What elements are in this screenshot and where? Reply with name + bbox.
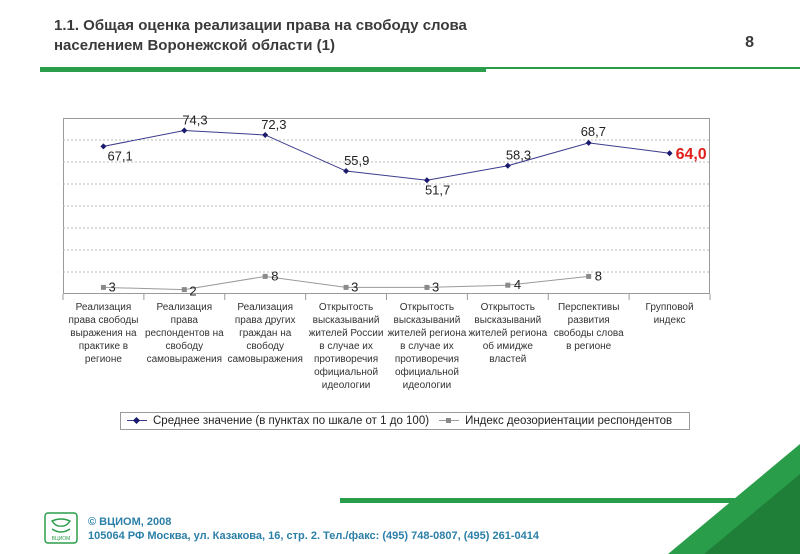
legend-label-index: Индекс деозориентации респондентов [465, 415, 673, 427]
data-label-mean: 58,3 [506, 148, 531, 163]
footer-info: © ВЦИОМ, 2008 105064 РФ Москва, ул. Каза… [88, 515, 539, 543]
legend-item-index: Индекс деозориентации респондентов [439, 415, 672, 427]
footer-copyright: © ВЦИОМ, 2008 [88, 516, 172, 528]
data-label-mean: 68,7 [581, 124, 606, 139]
data-point-mean [504, 162, 511, 169]
header-divider-thin [486, 67, 800, 69]
corner-decoration [668, 444, 800, 554]
legend-swatch-index [439, 416, 460, 426]
data-label-index: 8 [595, 268, 602, 283]
data-label-index: 3 [432, 279, 439, 294]
category-label: Открытость высказываний жителей региона в с… [388, 302, 467, 391]
data-point-mean [100, 143, 107, 150]
footer-address: 105064 РФ Москва, ул. Казакова, 16, стр.… [88, 530, 539, 542]
data-label-mean: 55,9 [344, 153, 369, 168]
vciom-logo: ВЦИОМ [44, 512, 78, 544]
slide-number: 8 [745, 34, 754, 51]
data-point-mean [585, 139, 592, 146]
chart-legend: Среднее значение (в пунктах по шкале от … [120, 412, 690, 430]
data-point-index [586, 273, 592, 279]
category-label: Открытость высказываний жителей России в сл… [309, 302, 384, 391]
data-point-index [100, 284, 106, 290]
data-label-mean: 67,1 [107, 148, 132, 163]
data-point-mean [181, 127, 188, 134]
data-point-mean [262, 131, 269, 138]
data-label-index: 4 [514, 277, 521, 292]
category-label: Реализация права респондентов на свободу сам… [145, 302, 224, 365]
data-label-mean: 74,3 [182, 113, 207, 128]
data-point-mean [423, 177, 430, 184]
data-label-index: 3 [351, 279, 358, 294]
title-line-1: 1.1. Общая оценка реализации права на св… [54, 17, 467, 34]
header-divider-thick [40, 67, 486, 72]
data-label-index: 3 [108, 279, 115, 294]
series-line-mean [103, 130, 670, 181]
data-point-index [181, 287, 187, 293]
data-label-index: 2 [189, 284, 196, 299]
legend-swatch-mean [127, 416, 147, 426]
footer-divider [340, 498, 800, 503]
data-label-mean: 64,0 [676, 146, 707, 163]
data-point-index [505, 282, 511, 288]
category-label: Открытость высказываний жителей региона об … [468, 302, 547, 365]
title-line-2: населением Воронежской области (1) [54, 37, 335, 54]
data-label-index: 8 [271, 268, 278, 283]
data-point-index [343, 284, 349, 290]
legend-label-mean: Среднее значение (в пунктах по шкале от … [153, 415, 430, 427]
category-label: Реализация права других граждан на свободу с… [227, 302, 302, 365]
data-point-mean [343, 168, 350, 175]
category-label: Перспективы развития свободы слова в регион… [554, 302, 624, 352]
data-point-index [424, 284, 430, 290]
data-point-mean [666, 150, 673, 157]
data-label-mean: 51,7 [425, 182, 450, 197]
category-label: Реализация права свободы выражения на практ… [68, 302, 138, 365]
data-label-mean: 72,3 [261, 117, 286, 132]
data-point-index [262, 273, 268, 279]
legend-item-mean: Среднее значение (в пунктах по шкале от … [127, 415, 429, 427]
category-label: Групповой индекс [646, 302, 694, 326]
svg-text:ВЦИОМ: ВЦИОМ [52, 536, 71, 542]
page-title: 1.1. Общая оценка реализации права на св… [54, 16, 694, 56]
